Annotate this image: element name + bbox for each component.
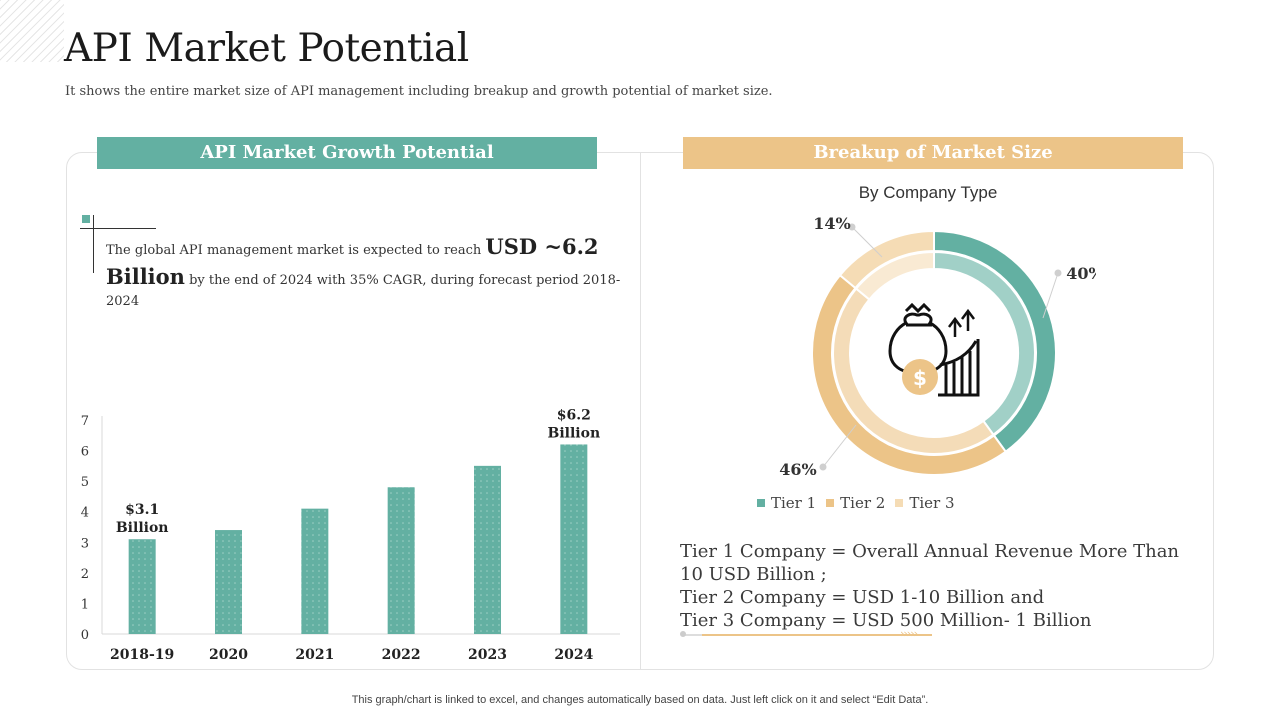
x-tick-label: 2018-19 [110,647,174,663]
description-text-1: The global API management market is expe… [106,243,486,258]
bar-data-label: Billion [116,520,169,536]
y-tick-label: 1 [81,597,89,612]
y-tick-label: 2 [81,567,89,582]
tier-3-definition: Tier 3 Company = USD 500 Million- 1 Bill… [680,610,1092,631]
description-text-2: by the end of 2024 with 35% CAGR, during… [106,273,621,309]
market-description: The global API management market is expe… [106,232,626,312]
tier-definitions: Tier 1 Company = Overall Annual Revenue … [680,540,1200,632]
corner-decoration [0,0,64,62]
bracket-line-vertical [93,215,94,273]
donut-legend: Tier 1 Tier 2 Tier 3 [757,494,955,512]
data-label-leader-dot [1054,269,1062,277]
x-tick-label: 2023 [468,647,507,663]
donut-chart-title: By Company Type [858,183,998,202]
y-tick-label: 4 [81,506,89,521]
bar-2020 [215,530,242,634]
legend-label-tier-2: Tier 2 [840,494,886,512]
legend-swatch-tier-2 [826,499,835,507]
bar-data-label: Billion [548,425,601,441]
legend-item-tier-3: Tier 3 [895,494,955,512]
y-tick-label: 6 [81,445,89,460]
dollar-coin-icon: $ [902,359,938,395]
growth-potential-header: API Market Growth Potential [97,137,597,169]
x-tick-label: 2022 [382,647,421,663]
bar-2018-19 [128,539,156,634]
market-breakup-header: Breakup of Market Size [683,137,1183,169]
money-growth-illustration: $ [888,302,980,397]
page-subtitle: It shows the entire market size of API m… [65,84,773,99]
decorative-arrow-dot [680,631,686,637]
company-type-donut-chart: 40% 46% 14% $ [779,214,1096,479]
x-tick-label: 2021 [295,647,334,663]
x-tick-label: 2024 [554,647,593,663]
bracket-square-decoration [82,215,90,223]
data-label-leader-line [851,226,883,258]
growth-arrows-icon [938,308,980,397]
legend-label-tier-3: Tier 3 [909,494,955,512]
decorative-chevrons: ››››› [900,627,918,640]
y-tick-label: 5 [81,475,89,490]
legend-item-tier-1: Tier 1 [757,494,816,512]
tier-1-definition: Tier 1 Company = Overall Annual Revenue … [680,541,1180,585]
bar-2021 [301,508,329,634]
footer-note: This graph/chart is linked to excel, and… [351,694,929,706]
bar-2022 [387,487,415,634]
legend-item-tier-2: Tier 2 [826,494,885,512]
bar-2024 [560,444,588,634]
bar-data-label: $3.1 [125,502,159,518]
donut-data-label: 14% [813,214,850,233]
svg-text:$: $ [913,366,927,390]
page-title: API Market Potential [64,26,469,71]
legend-swatch-tier-3 [895,499,904,507]
y-tick-label: 7 [81,414,89,429]
data-label-leader-line [1042,272,1059,319]
description-highlight: USD ~6.2 Billion [106,234,599,290]
decorative-arrow-line [682,634,932,636]
donut-inner-ring-tier-3 [854,250,935,301]
legend-swatch-tier-1 [757,499,765,507]
panel-divider [640,152,641,670]
bracket-line-horizontal [80,228,156,229]
donut-data-label: 46% [779,460,816,479]
bar-data-label: $6.2 [557,407,591,423]
legend-label-tier-1: Tier 1 [771,494,817,512]
y-tick-label: 3 [81,536,89,551]
bar-2023 [474,465,501,634]
y-tick-label: 0 [81,628,89,643]
tier-2-definition: Tier 2 Company = USD 1-10 Billion and [680,587,1045,608]
data-label-leader-dot [848,223,856,231]
x-tick-label: 2020 [209,647,248,663]
data-label-leader-dot [819,463,827,471]
data-label-leader-line [822,424,857,468]
market-growth-bar-chart: 0 1 2 3 4 5 6 7 2018-19 2020 2021 2022 2023 2024 $3.1… [81,407,620,663]
donut-data-label: 40% [1066,264,1096,283]
